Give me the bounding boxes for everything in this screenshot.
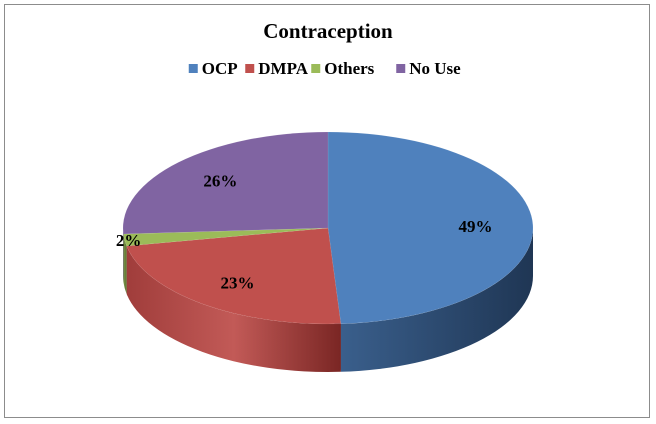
legend-swatch	[311, 64, 321, 73]
pie-side-dmpa	[126, 245, 341, 373]
legend-swatch	[245, 64, 255, 73]
pie-slice-no-use	[122, 131, 329, 235]
chart-legend: OCP DMPA Others No Use	[188, 59, 461, 78]
legend-label: No Use	[409, 59, 461, 78]
legend-item-others: Others	[311, 59, 375, 78]
chart-title: Contraception	[263, 19, 393, 43]
legend-item-ocp: OCP	[188, 59, 238, 78]
data-label-others: 2%	[116, 231, 142, 250]
pie-top	[122, 131, 534, 325]
pie-slice-ocp	[327, 131, 534, 325]
legend-swatch	[188, 64, 198, 73]
pie-slice-others	[123, 227, 329, 247]
legend-item-dmpa: DMPA	[245, 59, 309, 78]
data-label-dmpa: 23%	[221, 274, 255, 293]
pie-data-labels: 49% 23% 2% 26%	[116, 172, 493, 293]
legend-label: Others	[324, 59, 374, 78]
legend-label: OCP	[202, 59, 238, 78]
data-label-ocp: 49%	[459, 217, 493, 236]
data-label-no-use: 26%	[203, 172, 237, 191]
legend-item-no-use: No Use	[396, 59, 461, 78]
pie-side-ocp	[340, 228, 533, 372]
legend-label: DMPA	[258, 59, 308, 78]
pie-slice-dmpa	[126, 227, 342, 325]
legend-swatch	[396, 64, 406, 73]
pie-side-others	[123, 234, 127, 294]
